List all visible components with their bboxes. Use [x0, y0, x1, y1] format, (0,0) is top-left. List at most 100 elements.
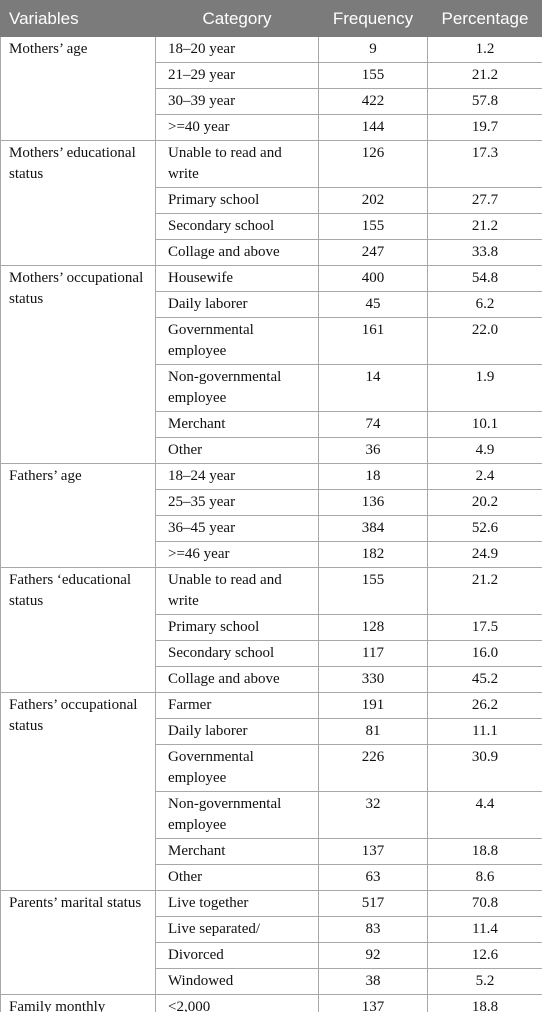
- percentage-cell: 18.8: [427, 838, 542, 865]
- frequency-cell: 38: [318, 968, 428, 995]
- percentage-cell: 21.2: [427, 62, 542, 89]
- category-cell: Live separated/: [155, 916, 319, 943]
- variable-cell: Parents’ marital status: [0, 890, 156, 995]
- category-cell: Windowed: [155, 968, 319, 995]
- table-row: >=40 year 144 19.7: [1, 114, 542, 141]
- table-row: Live separated/83 11.4: [1, 916, 542, 943]
- table-row: 25–35 year 136 20.2: [1, 489, 542, 516]
- frequency-cell: 14: [318, 364, 428, 412]
- frequency-cell: 247: [318, 239, 428, 266]
- category-cell: 30–39 year: [155, 88, 319, 115]
- category-cell: Unable to read and write: [155, 567, 319, 615]
- frequency-cell: 136: [318, 489, 428, 516]
- category-cell: Live together: [155, 890, 319, 917]
- frequency-cell: 144: [318, 114, 428, 141]
- category-cell: Non-governmental employee: [155, 791, 319, 839]
- percentage-cell: 70.8: [427, 890, 542, 917]
- table-row: Other 36 4.9: [1, 437, 542, 464]
- variable-cell: Fathers’ occupational status: [0, 692, 156, 891]
- percentage-cell: 8.6: [427, 864, 542, 891]
- table-row: Non-governmental employee 32 4.4: [1, 791, 542, 839]
- header-cell: Category: [155, 0, 319, 37]
- category-cell: Secondary school: [155, 640, 319, 667]
- percentage-cell: 6.2: [427, 291, 542, 318]
- header-cell: Percentage: [427, 0, 542, 37]
- percentage-cell: 16.0: [427, 640, 542, 667]
- category-cell: Daily laborer: [155, 718, 319, 745]
- variable-cell: Family monthly income: [0, 994, 156, 1012]
- frequency-cell: 155: [318, 62, 428, 89]
- header-cell: Frequency: [318, 0, 428, 37]
- category-cell: Housewife: [155, 265, 319, 292]
- table-row: Non-governmental employee 14 1.9: [1, 364, 542, 412]
- frequency-cell: 422: [318, 88, 428, 115]
- percentage-cell: 21.2: [427, 213, 542, 240]
- table-row: Secondary school 155 21.2: [1, 213, 542, 240]
- category-cell: Other: [155, 864, 319, 891]
- table-row: Other 63 8.6: [1, 864, 542, 891]
- percentage-cell: 1.9: [427, 364, 542, 412]
- percentage-cell: 21.2: [427, 567, 542, 615]
- category-cell: >=46 year: [155, 541, 319, 568]
- category-cell: 18–24 year: [155, 463, 319, 490]
- table-row: Divorced 92 12.6: [1, 942, 542, 969]
- variable-cell: Mothers’ occupational status: [0, 265, 156, 464]
- percentage-cell: 4.4: [427, 791, 542, 839]
- frequency-cell: 74: [318, 411, 428, 438]
- category-cell: Collage and above: [155, 239, 319, 266]
- category-cell: 21–29 year: [155, 62, 319, 89]
- variable-cell: Fathers ‘educational status: [0, 567, 156, 693]
- percentage-cell: 20.2: [427, 489, 542, 516]
- frequency-cell: 128: [318, 614, 428, 641]
- percentage-cell: 11.4: [427, 916, 542, 943]
- category-cell: Governmental employee: [155, 744, 319, 792]
- frequency-cell: 126: [318, 140, 428, 188]
- percentage-cell: 2.4: [427, 463, 542, 490]
- percentage-cell: 27.7: [427, 187, 542, 214]
- table-row: Governmental employee 226 30.9: [1, 744, 542, 792]
- frequency-cell: 32: [318, 791, 428, 839]
- table-row: Daily laborer 45 6.2: [1, 291, 542, 318]
- frequency-cell: 400: [318, 265, 428, 292]
- percentage-cell: 52.6: [427, 515, 542, 542]
- frequency-cell: 226: [318, 744, 428, 792]
- table-row: Secondary school 117 16.0: [1, 640, 542, 667]
- frequency-cell: 202: [318, 187, 428, 214]
- table-row: Mothers’ occupational status Housewife 400…: [0, 265, 542, 464]
- category-cell: Primary school: [155, 614, 319, 641]
- frequency-cell: 155: [318, 213, 428, 240]
- category-cell: >=40 year: [155, 114, 319, 141]
- percentage-cell: 54.8: [427, 265, 542, 292]
- percentage-cell: 11.1: [427, 718, 542, 745]
- table-row: 30–39 year 422 57.8: [1, 88, 542, 115]
- percentage-cell: 19.7: [427, 114, 542, 141]
- percentage-cell: 1.2: [427, 36, 542, 63]
- percentage-cell: 17.3: [427, 140, 542, 188]
- category-cell: 25–35 year: [155, 489, 319, 516]
- percentage-cell: 30.9: [427, 744, 542, 792]
- table-row: 36–45 year 384 52.6: [1, 515, 542, 542]
- table-row: Fathers ‘educational status Unable to rea…: [0, 567, 542, 693]
- variable-cell: Fathers’ age: [0, 463, 156, 568]
- category-cell: <2,000: [155, 994, 319, 1012]
- frequency-cell: 83: [318, 916, 428, 943]
- table-row: >=46 year 182 24.9: [1, 541, 542, 568]
- percentage-cell: 4.9: [427, 437, 542, 464]
- frequency-cell: 191: [318, 692, 428, 719]
- category-cell: Divorced: [155, 942, 319, 969]
- variable-cell: Mothers’ educational status: [0, 140, 156, 266]
- table-row: Mothers’ educational status Unable to rea…: [0, 140, 542, 266]
- frequency-cell: 182: [318, 541, 428, 568]
- category-cell: Merchant: [155, 838, 319, 865]
- frequency-cell: 137: [318, 994, 428, 1012]
- table-row: Fathers’ occupational status Farmer 191 26.…: [0, 692, 542, 891]
- table-row: Collage and above 330 45.2: [1, 666, 542, 693]
- table-row: Parents’ marital status Live together 517 7…: [0, 890, 542, 995]
- percentage-cell: 18.8: [427, 994, 542, 1012]
- category-cell: Farmer: [155, 692, 319, 719]
- category-cell: Non-governmental employee: [155, 364, 319, 412]
- variable-cell: Mothers’ age: [0, 36, 156, 141]
- frequency-cell: 9: [318, 36, 428, 63]
